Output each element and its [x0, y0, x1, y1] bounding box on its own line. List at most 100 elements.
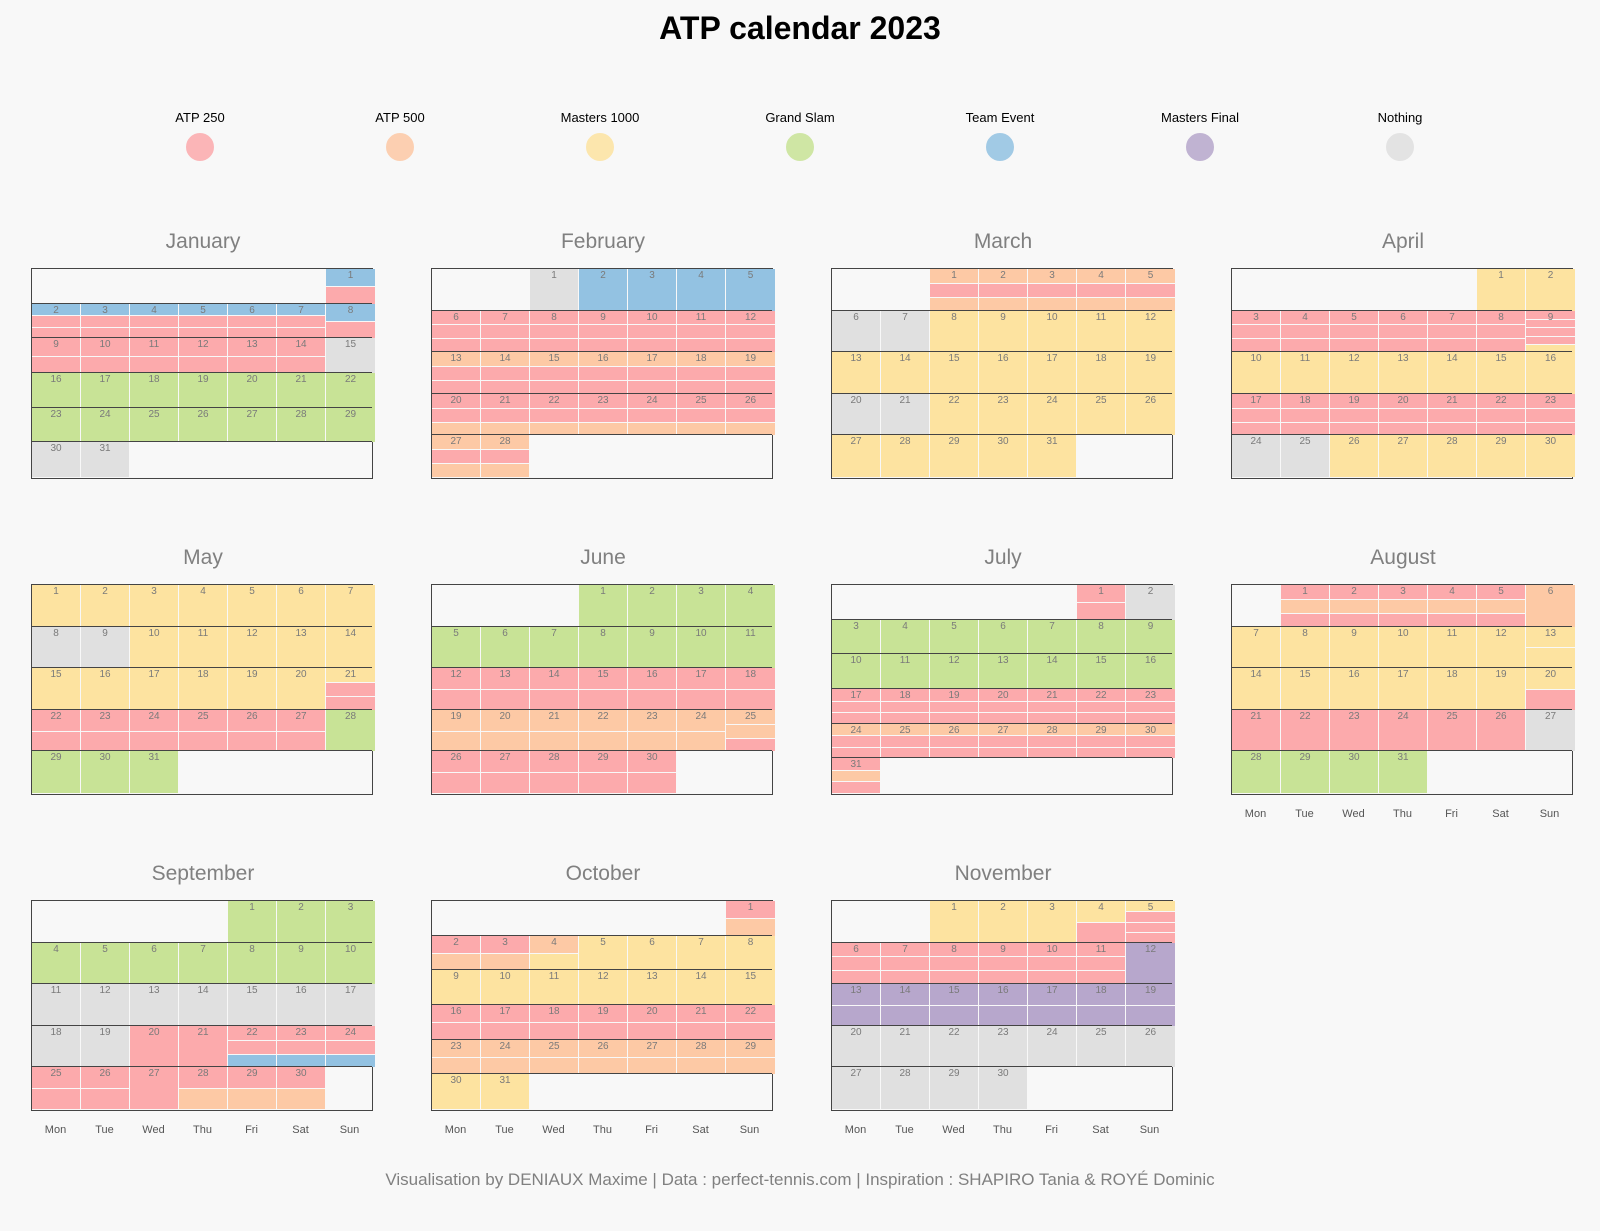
event-segment-atp250	[179, 355, 227, 373]
day-number: 31	[499, 1075, 511, 1087]
event-segment-atp500	[628, 1039, 676, 1057]
event-segment-gs	[326, 942, 375, 985]
event-segment-gs	[881, 619, 929, 655]
event-segment-none	[832, 310, 880, 353]
event-segment-gs	[130, 373, 178, 408]
weekday-label: Mon	[44, 1124, 67, 1136]
event-segment-atp500	[1077, 269, 1125, 283]
day-cell: 26	[930, 723, 979, 759]
event-segment-atp250	[81, 355, 129, 373]
event-segment-m1000	[1028, 352, 1076, 394]
day-number: 4	[1449, 586, 1455, 597]
event-segment-atp250	[432, 407, 480, 422]
day-cell: 31	[832, 758, 881, 793]
day-cell: 14	[677, 970, 726, 1005]
week-divider	[832, 722, 1172, 724]
weekday-label: Mon	[1244, 808, 1267, 820]
day-cell: 28	[881, 435, 930, 477]
week-divider	[432, 667, 772, 669]
day-cell: 24	[1379, 709, 1428, 752]
event-segment-gs	[579, 585, 627, 627]
day-cell: 6	[1526, 585, 1575, 627]
event-segment-atp250	[1379, 612, 1427, 627]
day-cell: 30	[979, 1067, 1028, 1109]
day-number: 20	[246, 374, 258, 385]
day-cell: 26	[1477, 709, 1526, 752]
day-number: 8	[951, 311, 957, 323]
event-segment-atp250	[1232, 393, 1280, 408]
day-cell: 10	[677, 626, 726, 669]
month-title: February	[560, 230, 646, 253]
event-segment-gs	[930, 619, 978, 655]
day-cell: 18	[1077, 352, 1126, 394]
event-segment-atp250	[530, 366, 578, 380]
day-number: 4	[1302, 311, 1308, 323]
weekday-label: Fri	[1445, 808, 1458, 820]
day-cell: 18	[677, 352, 726, 394]
event-segment-atp500	[432, 1039, 480, 1057]
day-number: 26	[99, 1068, 111, 1080]
event-segment-none	[32, 1025, 80, 1068]
event-segment-atp250	[1126, 282, 1175, 297]
event-segment-atp250	[832, 746, 880, 759]
day-number: 5	[1147, 270, 1154, 281]
event-segment-atp250	[832, 781, 880, 793]
day-number: 24	[148, 710, 160, 722]
day-number: 21	[1446, 394, 1458, 406]
event-segment-m1000	[930, 435, 978, 477]
event-segment-atp500	[530, 1039, 578, 1057]
day-cell: 30	[1126, 723, 1175, 759]
event-segment-m1000	[979, 310, 1027, 353]
event-segment-atp250	[1281, 709, 1329, 752]
day-number: 20	[646, 1006, 658, 1017]
day-cell: 25	[32, 1067, 81, 1109]
event-segment-atp250	[1330, 310, 1378, 325]
day-number: 18	[1299, 394, 1311, 406]
event-segment-atp250	[1330, 612, 1378, 627]
day-number: 31	[1397, 752, 1409, 764]
day-cell: 5	[930, 619, 979, 655]
day-number: 19	[450, 710, 462, 722]
day-number: 17	[1250, 394, 1262, 406]
day-cell: 17	[326, 984, 375, 1026]
event-segment-atp500	[726, 421, 775, 436]
event-segment-atp250	[579, 393, 627, 408]
event-segment-final	[979, 984, 1027, 1005]
day-number: 5	[453, 627, 459, 639]
day-number: 3	[1400, 586, 1406, 597]
day-cell: 11	[32, 984, 81, 1026]
day-number: 30	[450, 1075, 462, 1087]
day-number: 31	[99, 443, 111, 455]
weekday-label: Wed	[1342, 808, 1365, 820]
day-number: 20	[1544, 669, 1557, 681]
day-number: 13	[646, 971, 658, 983]
day-number: 30	[997, 1068, 1009, 1080]
day-number: 16	[450, 1006, 462, 1017]
day-cell: 9	[628, 626, 677, 669]
day-number: 22	[744, 1006, 757, 1017]
event-segment-m1000	[628, 970, 676, 1005]
event-segment-atp250	[1077, 712, 1125, 724]
event-segment-m1000	[1232, 352, 1280, 394]
event-segment-atp250	[130, 709, 178, 731]
event-segment-atp250	[481, 688, 529, 710]
day-cell: 11	[1077, 942, 1126, 985]
day-cell: 6	[832, 942, 881, 985]
month-february: 1 2 3 4 5 6 7 8 9 10 11 12 13 14 15 16 17 18 19 20 21 22 23 24 2…	[431, 268, 775, 479]
day-cell: 5	[579, 935, 628, 971]
day-cell: 27	[228, 407, 277, 443]
event-segment-atp250	[432, 324, 480, 339]
day-number: 13	[997, 655, 1009, 667]
day-number: 15	[948, 353, 960, 365]
day-cell: 11	[179, 626, 228, 669]
day-cell: 15	[726, 970, 775, 1005]
event-segment-atp250	[628, 407, 676, 422]
day-number: 15	[1095, 655, 1107, 667]
week-divider	[32, 1024, 372, 1026]
event-segment-atp250	[277, 355, 325, 373]
day-number: 13	[850, 985, 862, 997]
day-cell: 2	[81, 585, 130, 627]
event-segment-gs	[677, 585, 725, 627]
event-segment-gs	[228, 901, 276, 943]
event-segment-atp250	[1428, 585, 1476, 599]
